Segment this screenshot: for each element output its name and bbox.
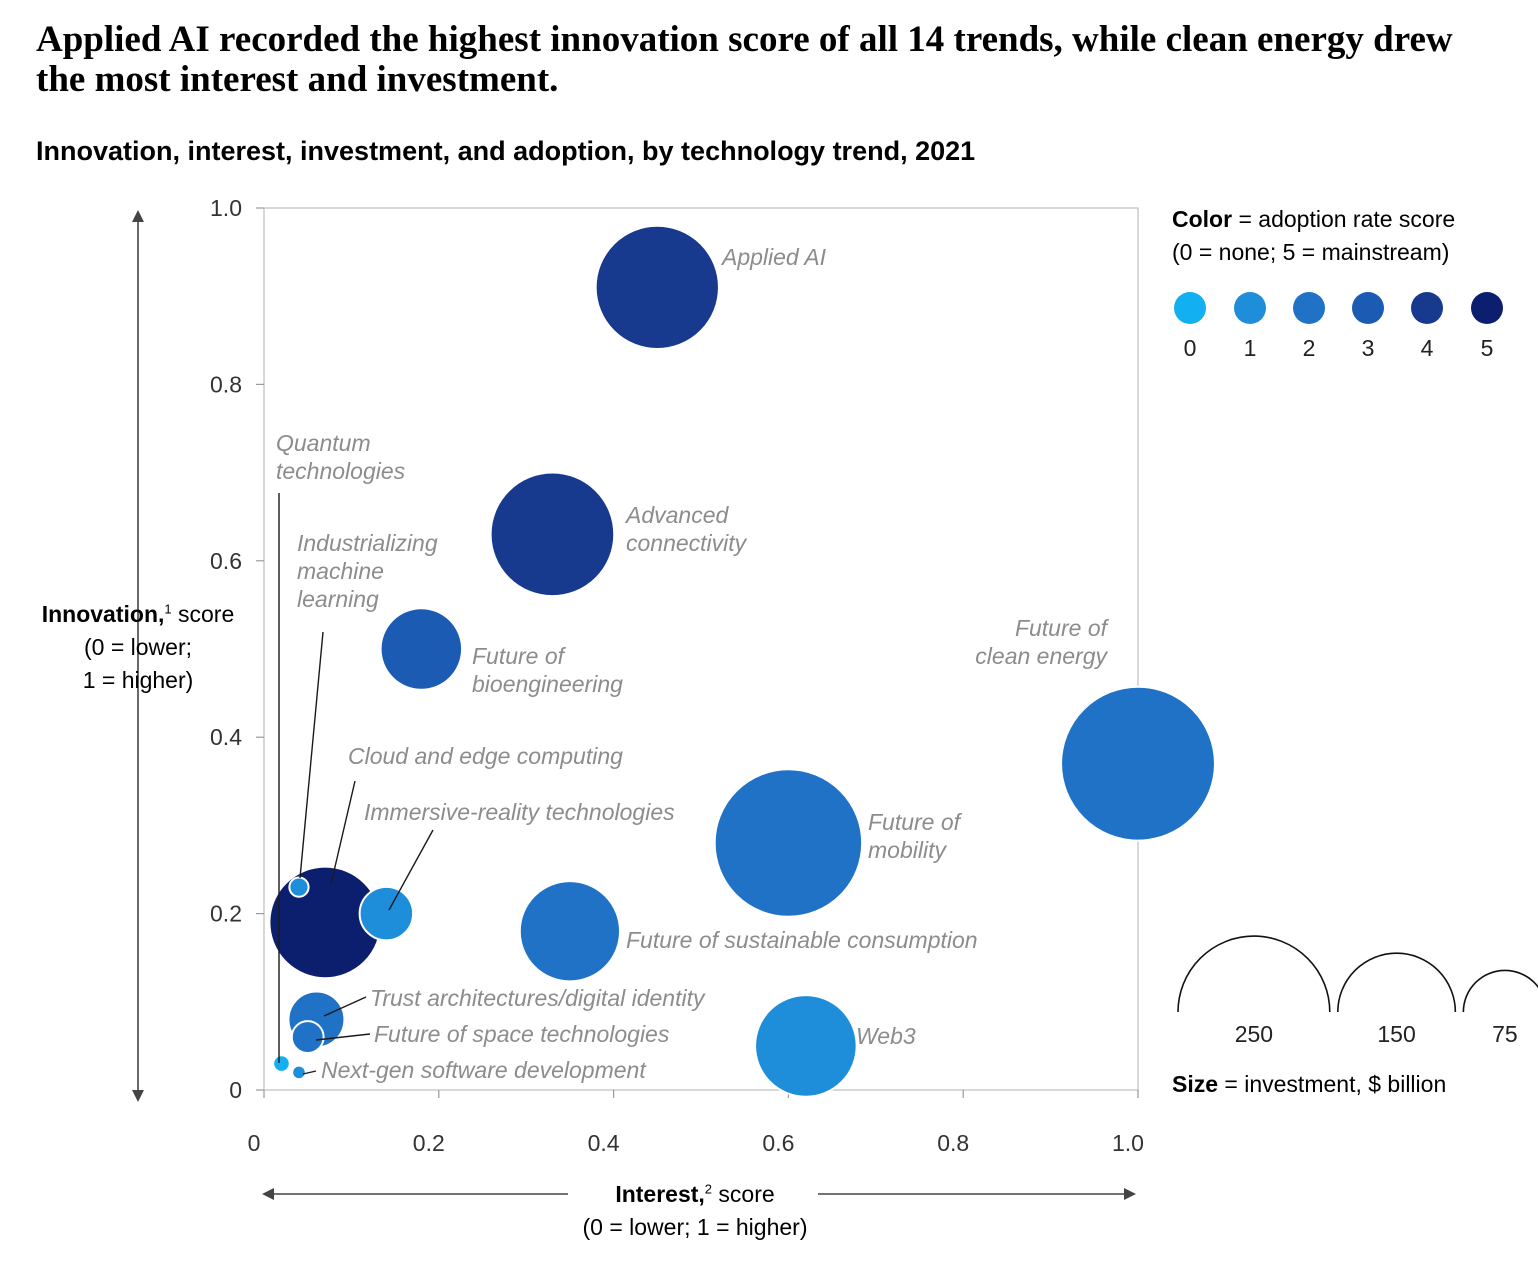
y-axis-label: Innovation,1 score (0 = lower; 1 = highe…: [22, 598, 254, 697]
bubble-industrializing-machine-learning: [288, 876, 310, 898]
y-axis-range-2: 1 = higher): [82, 667, 194, 693]
bubble-applied-ai: [594, 224, 720, 351]
x-tick-label: 0: [248, 1130, 261, 1156]
size-legend-title-bold: Size: [1172, 1071, 1219, 1097]
label-quantum-technologies: Quantum technologies: [276, 430, 406, 484]
leader-line: [388, 829, 434, 911]
bubble-immersive-reality-technologies: [358, 885, 415, 942]
bubble-future-of-sustainable-consumption: [518, 880, 622, 983]
color-legend-label-2: 2: [1303, 335, 1316, 361]
color-legend-swatch-4: [1411, 292, 1443, 324]
chart-subtitle: Innovation, interest, investment, and ad…: [36, 136, 976, 166]
y-tick-label: 0.4: [210, 724, 242, 750]
size-legend-title: Size = investment, $ billion: [1172, 1068, 1446, 1101]
color-legend-label-3: 3: [1362, 335, 1375, 361]
bubble-future-of-bioengineering: [379, 607, 464, 691]
y-tick-label: 0.6: [210, 548, 242, 574]
bubble-advanced-connectivity: [489, 471, 616, 598]
color-legend-label-5: 5: [1481, 335, 1494, 361]
bubble-next-gen-software-development: [291, 1064, 307, 1081]
x-tick-label: 0.2: [413, 1130, 445, 1156]
y-axis-footnote: 1: [164, 601, 172, 617]
label-future-of-clean-energy: Future of clean energy: [975, 615, 1109, 669]
bubble-quantum-technologies: [272, 1054, 291, 1073]
size-legend-arc-150: [1336, 953, 1457, 1013]
bubble-web3: [754, 994, 858, 1098]
color-legend-title-bold: Color: [1172, 206, 1233, 232]
leader-line: [299, 631, 324, 879]
bubble-future-of-mobility: [713, 768, 864, 918]
color-legend-label-1: 1: [1244, 335, 1257, 361]
leader-line: [302, 1070, 317, 1075]
leader-line: [315, 1033, 371, 1041]
y-tick-label: 1.0: [210, 195, 242, 221]
x-axis-label: Interest,2 score (0 = lower; 1 = higher): [560, 1178, 830, 1244]
plot-frame: [263, 207, 1139, 1091]
color-legend-swatch-2: [1293, 292, 1325, 324]
color-legend-swatch-0: [1174, 292, 1206, 324]
color-legend-label-4: 4: [1421, 335, 1434, 361]
label-future-of-bioengineering: Future of bioengineering: [472, 643, 623, 697]
bubble-future-of-space-technologies: [290, 1020, 325, 1054]
label-immersive-reality-technologies: Immersive-reality technologies: [364, 799, 675, 825]
size-legend-label-250: 250: [1235, 1021, 1273, 1047]
color-legend-label-0: 0: [1184, 335, 1197, 361]
color-legend-swatch-1: [1234, 292, 1266, 324]
chart-headline: Applied AI recorded the highest innovati…: [36, 19, 1453, 100]
size-legend-title-rest: = investment, $ billion: [1224, 1071, 1447, 1097]
bubble-future-of-clean-energy: [1060, 685, 1216, 842]
y-tick-label: 0.2: [210, 901, 242, 927]
y-axis-title: Innovation,: [41, 601, 165, 627]
label-advanced-connectivity: Advanced connectivity: [624, 502, 748, 556]
x-tick-label: 0.8: [937, 1130, 969, 1156]
size-legend-label-75: 75: [1492, 1021, 1518, 1047]
size-legend-arc-75: [1462, 969, 1538, 1013]
x-tick-label: 1.0: [1112, 1130, 1144, 1156]
label-applied-ai: Applied AI: [720, 244, 827, 270]
label-next-gen-software-development: Next-gen software development: [321, 1057, 647, 1083]
color-legend-swatch-5: [1471, 292, 1503, 324]
label-web3: Web3: [856, 1023, 916, 1049]
label-trust-architectures-digital-identity: Trust architectures/digital identity: [370, 985, 706, 1011]
y-tick-label: 0: [229, 1077, 242, 1103]
label-future-of-sustainable-consumption: Future of sustainable consumption: [626, 927, 978, 953]
color-legend-subtitle: (0 = none; 5 = mainstream): [1172, 239, 1450, 265]
label-cloud-and-edge-computing: Cloud and edge computing: [348, 743, 623, 769]
x-axis-title-suffix: score: [718, 1181, 775, 1207]
y-axis-range-1: (0 = lower;: [83, 634, 192, 660]
size-legend-arc-250: [1177, 935, 1331, 1013]
x-tick-label: 0.6: [762, 1130, 794, 1156]
x-axis-title: Interest,: [615, 1181, 705, 1207]
x-tick-label: 0.4: [588, 1130, 620, 1156]
leader-line: [323, 996, 367, 1017]
color-legend-title: Color = adoption rate score (0 = none; 5…: [1172, 203, 1455, 269]
label-industrializing-machine-learning: Industrializing machine learning: [297, 530, 438, 612]
color-legend-title-rest: = adoption rate score: [1238, 206, 1456, 232]
x-axis-range: (0 = lower; 1 = higher): [582, 1214, 808, 1240]
color-legend-swatch-3: [1352, 292, 1384, 324]
leader-line: [330, 780, 356, 885]
label-future-of-space-technologies: Future of space technologies: [374, 1021, 670, 1047]
y-tick-label: 0.8: [210, 371, 242, 397]
y-axis-title-suffix: score: [178, 601, 235, 627]
size-legend-label-150: 150: [1377, 1021, 1415, 1047]
x-axis-footnote: 2: [704, 1181, 713, 1197]
label-future-of-mobility: Future of mobility: [868, 809, 963, 863]
